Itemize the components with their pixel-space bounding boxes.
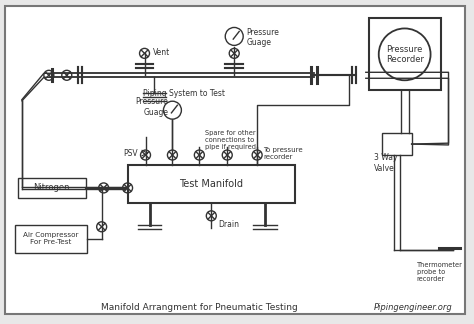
Text: Spare for other
connections to
pipe if required: Spare for other connections to pipe if r… (205, 130, 256, 150)
FancyBboxPatch shape (15, 225, 87, 253)
Circle shape (225, 28, 243, 45)
Text: Pressure
Recorder: Pressure Recorder (386, 45, 424, 64)
Text: Manifold Arrangment for Pneumatic Testing: Manifold Arrangment for Pneumatic Testin… (101, 303, 298, 312)
Text: Pipingengineer.org: Pipingengineer.org (374, 303, 453, 312)
Text: Pressure
Guage: Pressure Guage (246, 28, 279, 47)
Text: Air Compressor
For Pre-Test: Air Compressor For Pre-Test (23, 232, 79, 245)
FancyBboxPatch shape (18, 178, 86, 198)
Text: Test Manifold: Test Manifold (179, 179, 243, 189)
Text: Vent: Vent (153, 48, 170, 57)
Text: PSV: PSV (124, 148, 138, 157)
Text: Drain: Drain (218, 220, 239, 229)
FancyBboxPatch shape (5, 6, 465, 315)
Text: Nitrogen: Nitrogen (34, 183, 70, 192)
FancyBboxPatch shape (382, 133, 411, 155)
Text: Pressure
Guage: Pressure Guage (136, 98, 168, 117)
FancyBboxPatch shape (369, 18, 440, 90)
Text: Piping System to Test: Piping System to Test (144, 89, 226, 98)
Text: Thermometer
probe to
recorder: Thermometer probe to recorder (417, 262, 463, 282)
FancyBboxPatch shape (128, 165, 295, 203)
Circle shape (164, 101, 182, 119)
Text: 3 Way
Valve: 3 Way Valve (374, 153, 397, 173)
Text: To pressure
recorder: To pressure recorder (263, 146, 303, 159)
